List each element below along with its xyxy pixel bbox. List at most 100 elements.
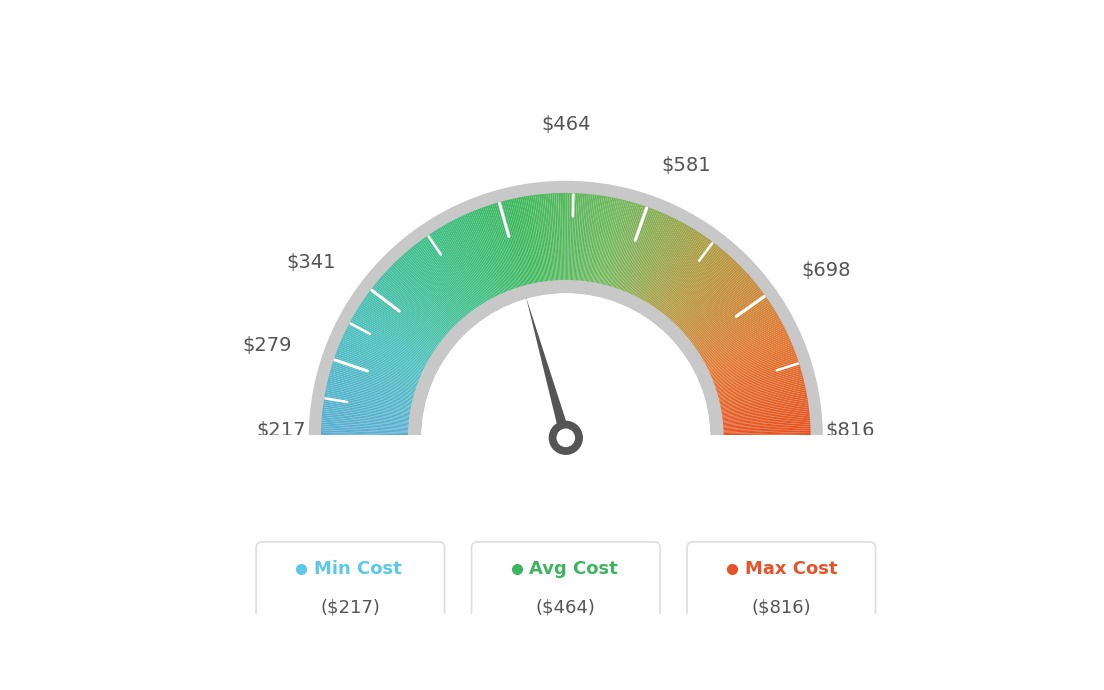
Wedge shape <box>616 207 649 295</box>
Wedge shape <box>605 201 630 291</box>
Wedge shape <box>643 226 690 307</box>
Wedge shape <box>530 195 544 288</box>
Wedge shape <box>342 337 427 377</box>
Wedge shape <box>390 266 458 332</box>
Wedge shape <box>461 215 502 300</box>
Wedge shape <box>701 325 784 369</box>
Wedge shape <box>350 322 432 367</box>
Wedge shape <box>338 348 425 383</box>
Wedge shape <box>350 320 433 366</box>
Wedge shape <box>332 362 422 392</box>
Wedge shape <box>698 318 781 365</box>
Text: $581: $581 <box>661 156 711 175</box>
Polygon shape <box>526 297 571 454</box>
Wedge shape <box>715 402 808 417</box>
Wedge shape <box>705 342 792 380</box>
Wedge shape <box>474 210 510 297</box>
Wedge shape <box>452 221 496 304</box>
Wedge shape <box>696 310 775 359</box>
Wedge shape <box>718 424 810 431</box>
Wedge shape <box>692 302 771 355</box>
Wedge shape <box>329 373 420 399</box>
Wedge shape <box>715 396 807 413</box>
Wedge shape <box>694 308 775 359</box>
Wedge shape <box>712 373 803 399</box>
Wedge shape <box>481 208 514 295</box>
Wedge shape <box>323 400 416 415</box>
Wedge shape <box>577 194 587 286</box>
Wedge shape <box>361 302 439 355</box>
Wedge shape <box>442 226 489 307</box>
Wedge shape <box>321 432 414 435</box>
Wedge shape <box>349 323 432 368</box>
Wedge shape <box>572 193 577 286</box>
Wedge shape <box>661 248 722 321</box>
Wedge shape <box>404 253 466 324</box>
Wedge shape <box>429 233 482 312</box>
Text: $279: $279 <box>243 336 293 355</box>
Wedge shape <box>682 280 754 341</box>
Wedge shape <box>369 290 445 348</box>
Wedge shape <box>591 196 608 288</box>
Wedge shape <box>517 197 537 289</box>
Wedge shape <box>597 199 619 290</box>
Wedge shape <box>327 382 418 405</box>
Wedge shape <box>658 243 715 318</box>
Wedge shape <box>331 366 421 394</box>
Wedge shape <box>520 197 539 288</box>
Wedge shape <box>384 272 455 335</box>
Wedge shape <box>672 264 739 331</box>
Wedge shape <box>688 293 764 348</box>
Wedge shape <box>359 305 438 357</box>
Wedge shape <box>626 213 665 299</box>
Wedge shape <box>408 249 469 322</box>
Wedge shape <box>389 268 457 333</box>
Wedge shape <box>588 196 604 288</box>
Wedge shape <box>394 262 460 330</box>
Wedge shape <box>368 293 444 348</box>
Wedge shape <box>562 193 564 286</box>
Wedge shape <box>533 195 546 287</box>
Wedge shape <box>406 250 468 322</box>
Wedge shape <box>501 201 527 291</box>
Wedge shape <box>365 295 443 351</box>
Wedge shape <box>714 384 805 406</box>
Wedge shape <box>449 221 495 304</box>
Wedge shape <box>567 193 570 286</box>
Wedge shape <box>321 422 414 429</box>
Wedge shape <box>380 277 452 339</box>
Wedge shape <box>401 255 465 326</box>
Wedge shape <box>693 305 773 357</box>
Wedge shape <box>683 283 757 343</box>
Wedge shape <box>679 275 750 337</box>
Wedge shape <box>615 206 647 295</box>
Wedge shape <box>670 261 736 329</box>
Wedge shape <box>709 357 797 388</box>
Wedge shape <box>598 199 622 290</box>
Wedge shape <box>435 230 486 310</box>
Wedge shape <box>613 205 644 294</box>
Wedge shape <box>573 193 580 286</box>
Wedge shape <box>362 300 440 353</box>
Wedge shape <box>606 201 633 292</box>
Wedge shape <box>712 371 802 397</box>
Wedge shape <box>509 199 531 290</box>
Circle shape <box>556 428 575 447</box>
Wedge shape <box>716 415 809 425</box>
Wedge shape <box>715 397 808 414</box>
Wedge shape <box>526 196 542 288</box>
Wedge shape <box>327 384 417 406</box>
Circle shape <box>549 421 583 455</box>
Wedge shape <box>694 306 774 357</box>
Wedge shape <box>628 215 668 300</box>
Wedge shape <box>565 193 567 286</box>
Wedge shape <box>669 258 733 327</box>
Wedge shape <box>541 194 552 287</box>
Wedge shape <box>321 434 414 437</box>
Wedge shape <box>582 195 593 287</box>
Wedge shape <box>499 201 526 292</box>
Wedge shape <box>713 382 805 405</box>
Wedge shape <box>654 237 708 315</box>
Wedge shape <box>417 242 475 317</box>
Wedge shape <box>321 420 414 428</box>
